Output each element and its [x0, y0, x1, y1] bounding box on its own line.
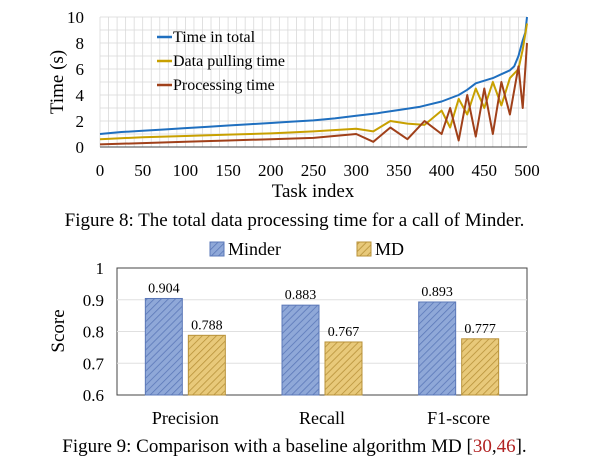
- data-label: 0.904: [148, 281, 180, 296]
- x-tick-label: Precision: [152, 408, 219, 428]
- legend-swatch: [356, 241, 372, 257]
- y-tick-label: 0.6: [83, 386, 104, 405]
- x-tick-label: 450: [472, 161, 498, 180]
- bar: [461, 338, 500, 396]
- x-tick-label: 500: [514, 161, 540, 180]
- x-axis-title: Task index: [272, 181, 355, 202]
- bar: [324, 341, 363, 396]
- legend-label: Minder: [228, 239, 281, 259]
- figure-9-caption: Figure 9: Comparison with a baseline alg…: [0, 436, 589, 458]
- x-tick-label: 350: [386, 161, 412, 180]
- y-axis-title: Time (s): [47, 50, 68, 114]
- y-tick-label: 2: [76, 112, 85, 131]
- y-tick-label: 1: [96, 259, 105, 278]
- x-tick-label: Recall: [299, 408, 345, 428]
- bar: [418, 301, 457, 396]
- citation-separator: ,: [491, 436, 497, 457]
- data-label: 0.883: [285, 288, 317, 303]
- series-line: [99, 16, 528, 135]
- legend-label: Processing time: [173, 77, 275, 94]
- legend-label: Time in total: [173, 29, 256, 46]
- x-tick-label: 200: [258, 161, 284, 180]
- x-tick-label: 150: [215, 161, 241, 180]
- x-tick-label: 300: [343, 161, 369, 180]
- series-line: [99, 42, 528, 146]
- x-tick-label: 100: [173, 161, 199, 180]
- figure-9-caption-text: Figure 9: Comparison with a baseline alg…: [62, 436, 473, 457]
- x-tick-label: F1-score: [427, 408, 490, 428]
- data-label: 0.893: [421, 285, 453, 300]
- legend-swatch: [209, 241, 225, 257]
- x-tick-label: 400: [429, 161, 455, 180]
- y-tick-label: 4: [76, 86, 85, 105]
- x-tick-label: 250: [301, 161, 327, 180]
- figure-9-bar-chart: 0.6 0.7 0.8 0.9 1 Score 0.904 0.788 Precision 0.8…: [48, 239, 528, 428]
- figure-9-caption-end: ].: [515, 436, 527, 457]
- y-tick-label: 8: [76, 34, 85, 53]
- y-axis-title: Score: [48, 309, 69, 352]
- legend-label: Data pulling time: [173, 53, 285, 70]
- y-tick-label: 0.8: [83, 323, 104, 342]
- citation-link[interactable]: 30: [472, 436, 492, 457]
- x-tick-label: 50: [134, 161, 151, 180]
- y-tick-label: 0: [76, 138, 85, 157]
- bar: [187, 334, 226, 396]
- y-tick-label: 6: [76, 60, 85, 79]
- data-label: 0.767: [328, 325, 360, 340]
- data-label: 0.777: [464, 322, 496, 337]
- bar: [144, 297, 183, 396]
- figure-8-caption: Figure 8: The total data processing time…: [64, 210, 525, 231]
- x-tick-label: 0: [96, 161, 105, 180]
- figure-8-line-chart: 0 50 100 150 200 250 300 350 400 450 500 0 2 4 6 8 10 Tas…: [47, 8, 540, 202]
- y-tick-label: 10: [67, 8, 84, 27]
- data-label: 0.788: [191, 318, 223, 333]
- y-tick-label: 0.7: [83, 354, 105, 373]
- bar: [281, 304, 320, 396]
- legend-label: MD: [375, 239, 404, 259]
- y-tick-label: 0.9: [83, 291, 104, 310]
- citation-link[interactable]: 46: [496, 436, 516, 457]
